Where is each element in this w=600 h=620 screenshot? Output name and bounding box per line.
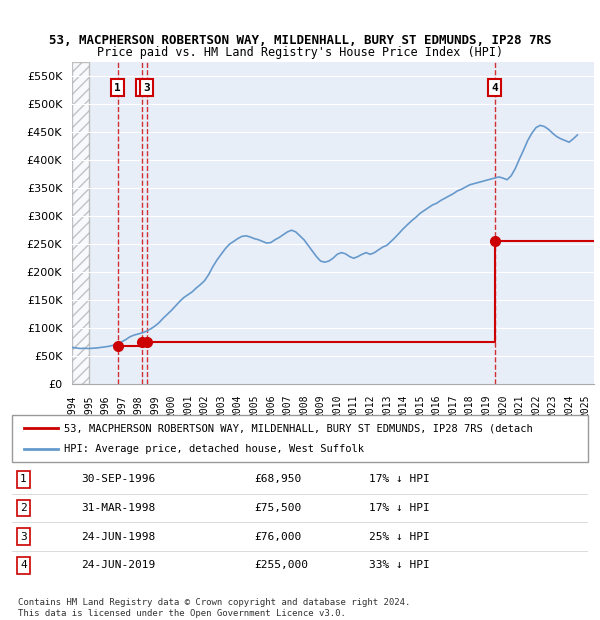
Text: 24-JUN-2019: 24-JUN-2019 [81,560,155,570]
Bar [72,62,89,384]
Text: 24-JUN-1998: 24-JUN-1998 [81,532,155,542]
Text: 1: 1 [114,83,121,93]
Text: 25% ↓ HPI: 25% ↓ HPI [369,532,430,542]
Text: Contains HM Land Registry data © Crown copyright and database right 2024.
This d: Contains HM Land Registry data © Crown c… [18,598,410,618]
Text: 17% ↓ HPI: 17% ↓ HPI [369,474,430,484]
Text: £68,950: £68,950 [254,474,301,484]
Text: 3: 3 [20,532,27,542]
Text: 33% ↓ HPI: 33% ↓ HPI [369,560,430,570]
Text: Price paid vs. HM Land Registry's House Price Index (HPI): Price paid vs. HM Land Registry's House … [97,46,503,59]
Text: 53, MACPHERSON ROBERTSON WAY, MILDENHALL, BURY ST EDMUNDS, IP28 7RS (detach: 53, MACPHERSON ROBERTSON WAY, MILDENHALL… [64,423,533,433]
Text: 4: 4 [491,83,498,93]
Text: 4: 4 [20,560,27,570]
Text: £76,000: £76,000 [254,532,301,542]
Text: 31-MAR-1998: 31-MAR-1998 [81,503,155,513]
Text: HPI: Average price, detached house, West Suffolk: HPI: Average price, detached house, West… [64,444,364,454]
Text: £255,000: £255,000 [254,560,308,570]
Text: 1: 1 [20,474,27,484]
FancyBboxPatch shape [12,415,588,462]
Text: 17% ↓ HPI: 17% ↓ HPI [369,503,430,513]
Text: 2: 2 [139,83,146,93]
Text: £75,500: £75,500 [254,503,301,513]
Text: 2: 2 [20,503,27,513]
Text: 3: 3 [143,83,150,93]
Text: 30-SEP-1996: 30-SEP-1996 [81,474,155,484]
Text: 53, MACPHERSON ROBERTSON WAY, MILDENHALL, BURY ST EDMUNDS, IP28 7RS: 53, MACPHERSON ROBERTSON WAY, MILDENHALL… [49,34,551,46]
